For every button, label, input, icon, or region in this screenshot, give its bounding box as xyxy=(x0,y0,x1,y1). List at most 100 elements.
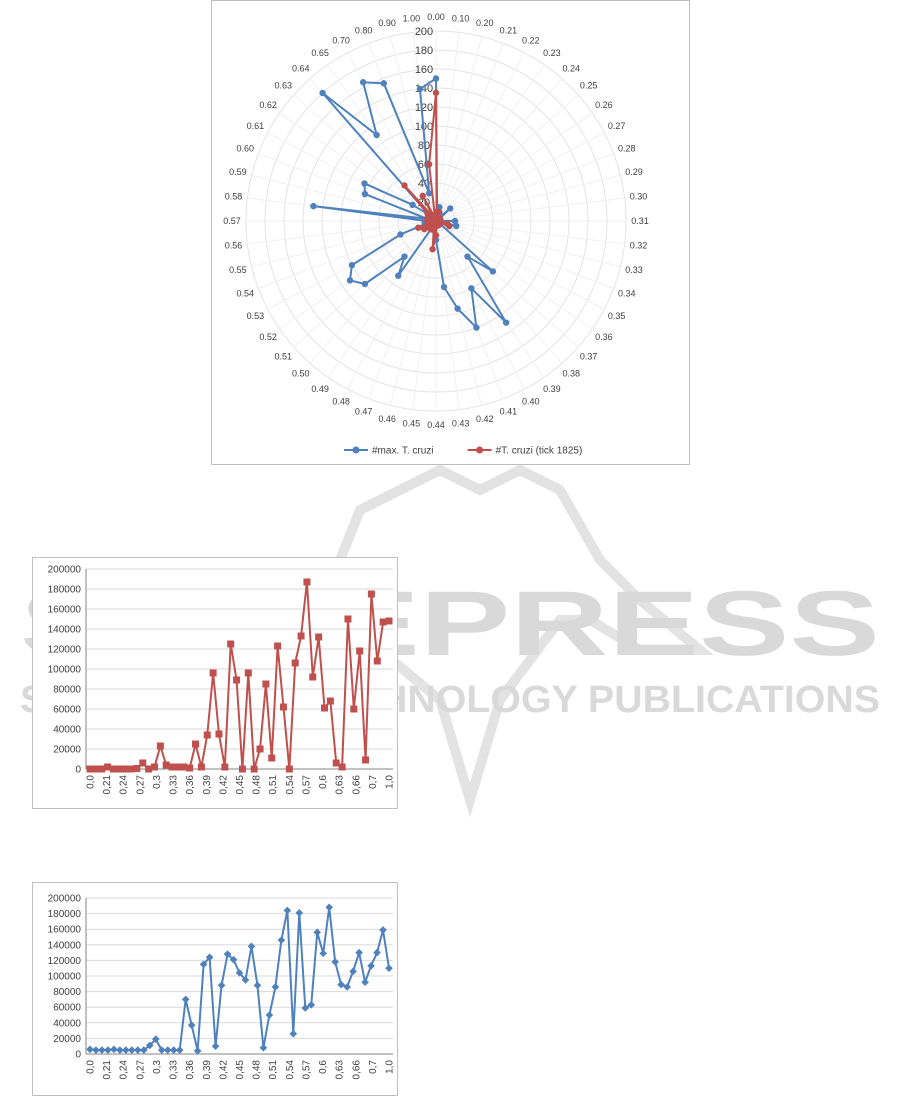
radar-point-series-1 xyxy=(425,190,433,197)
data-point xyxy=(92,1046,100,1054)
tcruzi-line-chart: 0 20000 40000 60000 80000 100000 120000 140000 1… xyxy=(48,565,396,795)
radar-point-series-1 xyxy=(464,253,471,260)
radar-category-label: 0.40 xyxy=(522,397,540,407)
radar-point-series-2 xyxy=(425,161,433,168)
radar-spoke xyxy=(435,220,621,267)
data-point xyxy=(203,731,211,739)
data-point xyxy=(247,942,256,951)
radar-spoke xyxy=(435,94,579,222)
data-point xyxy=(121,765,129,773)
radar-point-series-2 xyxy=(431,213,439,220)
radar-point-series-1 xyxy=(319,89,326,97)
data-point xyxy=(315,633,323,641)
radar-category-label: 0.31 xyxy=(631,216,649,226)
y-tick-label: 60000 xyxy=(53,705,81,716)
radar-point-series-1 xyxy=(348,261,356,269)
x-tick-label: 0,36 xyxy=(185,775,196,795)
data-point xyxy=(227,640,235,648)
radar-point-series-2 xyxy=(424,210,431,217)
x-tick-label: 0,7 xyxy=(368,775,379,789)
y-tick-label: 80000 xyxy=(53,987,81,998)
data-point xyxy=(98,1046,106,1054)
radar-point-series-1 xyxy=(373,131,380,139)
x-tick-label: 0,54 xyxy=(285,775,296,795)
radar-point-series-1 xyxy=(359,79,367,86)
data-point xyxy=(109,765,117,773)
data-point xyxy=(116,1046,124,1054)
data-point xyxy=(326,697,334,705)
data-point xyxy=(274,642,282,650)
data-point xyxy=(268,754,276,762)
radar-category-label: 0.55 xyxy=(229,265,247,275)
radar-spoke xyxy=(279,220,437,330)
x-tick-label: 0,48 xyxy=(252,1060,263,1080)
x-tick-label: 0,6 xyxy=(318,775,329,789)
radar-category-label: 0.26 xyxy=(595,100,613,110)
data-point xyxy=(233,676,241,684)
data-point xyxy=(150,763,158,771)
radar-category-label: 0.63 xyxy=(275,81,293,91)
y-tick-label: 80000 xyxy=(53,685,81,696)
x-tick-label: 0,0 xyxy=(86,775,97,789)
max-tcruzi-line-chart: 0 20000 40000 60000 80000 100000 120000 140000 1… xyxy=(48,894,396,1080)
tcruzi-line-chart-panel: 0 20000 40000 60000 80000 100000 120000 140000 1… xyxy=(32,557,398,809)
radar-category-label: 0.57 xyxy=(223,216,241,226)
radar-category-label: 0.39 xyxy=(543,384,561,394)
radar-point-series-1 xyxy=(432,75,440,82)
x-tick-label: 0,45 xyxy=(235,775,246,795)
data-point xyxy=(175,1046,184,1054)
radar-category-label: 0.34 xyxy=(618,288,636,298)
x-tick-label: 0,63 xyxy=(335,775,346,795)
radar-category-label: 0.80 xyxy=(355,25,373,35)
data-point xyxy=(146,1041,154,1050)
data-point xyxy=(244,669,252,677)
data-point xyxy=(344,615,352,623)
x-tick-label: 0,3 xyxy=(152,775,163,789)
y-tick-label: 200000 xyxy=(48,894,82,905)
radar-chart: 0.00 0.10 0.20 0.21 0.220.230.24 0.25 0.26 0.27… xyxy=(223,12,649,457)
data-point xyxy=(186,764,194,772)
radar-category-label: 0.23 xyxy=(543,48,561,58)
data-point xyxy=(356,647,364,655)
radar-spoke xyxy=(251,175,437,222)
radar-category-label: 0.60 xyxy=(236,144,254,154)
data-point xyxy=(297,632,305,640)
x-tick-label: 0,57 xyxy=(301,1060,312,1080)
y-tick-label: 0 xyxy=(75,765,81,776)
x-tick-label: 1,0 xyxy=(385,775,396,789)
data-point xyxy=(373,948,381,957)
radar-category-label: 0.47 xyxy=(355,407,373,417)
radar-r-tick-label: 120 xyxy=(415,102,433,114)
radar-category-label: 0.21 xyxy=(500,25,518,35)
radar-spoke xyxy=(435,175,621,222)
data-point xyxy=(140,1046,148,1054)
radar-category-label: 1.00 xyxy=(403,13,421,23)
radar-category-label: 0.52 xyxy=(259,332,277,342)
radar-spoke xyxy=(327,64,437,222)
radar-point-series-1 xyxy=(447,205,454,212)
radar-point-series-2 xyxy=(446,222,453,230)
data-point xyxy=(321,704,329,712)
data-point xyxy=(303,578,311,586)
radar-category-label: 0.65 xyxy=(311,48,329,58)
radar-point-series-1 xyxy=(453,222,460,230)
radar-spoke xyxy=(435,36,482,222)
radar-category-label: 0.32 xyxy=(630,241,648,251)
x-tick-label: 0,36 xyxy=(185,1060,196,1080)
data-point xyxy=(180,763,188,771)
radar-spoke xyxy=(435,220,563,364)
data-point xyxy=(211,1042,220,1050)
y-tick-label: 200000 xyxy=(48,565,82,576)
data-point xyxy=(355,948,363,957)
y-tick-label: 180000 xyxy=(48,585,82,596)
radar-category-label: 0.33 xyxy=(625,265,643,275)
radar-spoke xyxy=(293,94,437,222)
radar-spoke xyxy=(435,220,625,245)
radar-r-tick-label: 180 xyxy=(415,45,433,57)
data-point xyxy=(373,657,381,665)
radar-category-label: 0.20 xyxy=(476,18,494,28)
radar-spoke xyxy=(435,220,504,399)
radar-point-series-1 xyxy=(361,280,369,288)
y-tick-label: 180000 xyxy=(48,909,82,920)
radar-category-label: 0.62 xyxy=(259,100,277,110)
